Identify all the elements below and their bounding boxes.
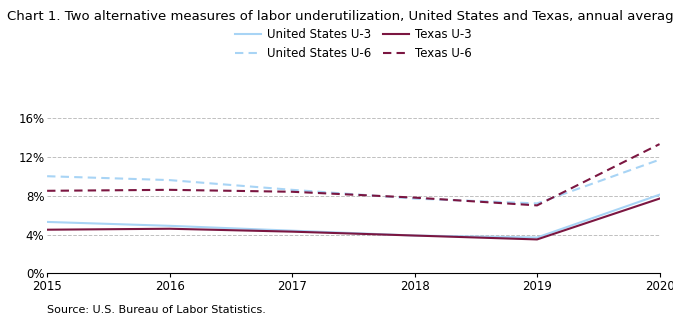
Text: Source: U.S. Bureau of Labor Statistics.: Source: U.S. Bureau of Labor Statistics. [47, 305, 266, 315]
Text: Chart 1. Two alternative measures of labor underutilization, United States and T: Chart 1. Two alternative measures of lab… [7, 10, 673, 23]
Legend: United States U-3, United States U-6, Texas U-3, Texas U-6: United States U-3, United States U-6, Te… [235, 28, 472, 60]
